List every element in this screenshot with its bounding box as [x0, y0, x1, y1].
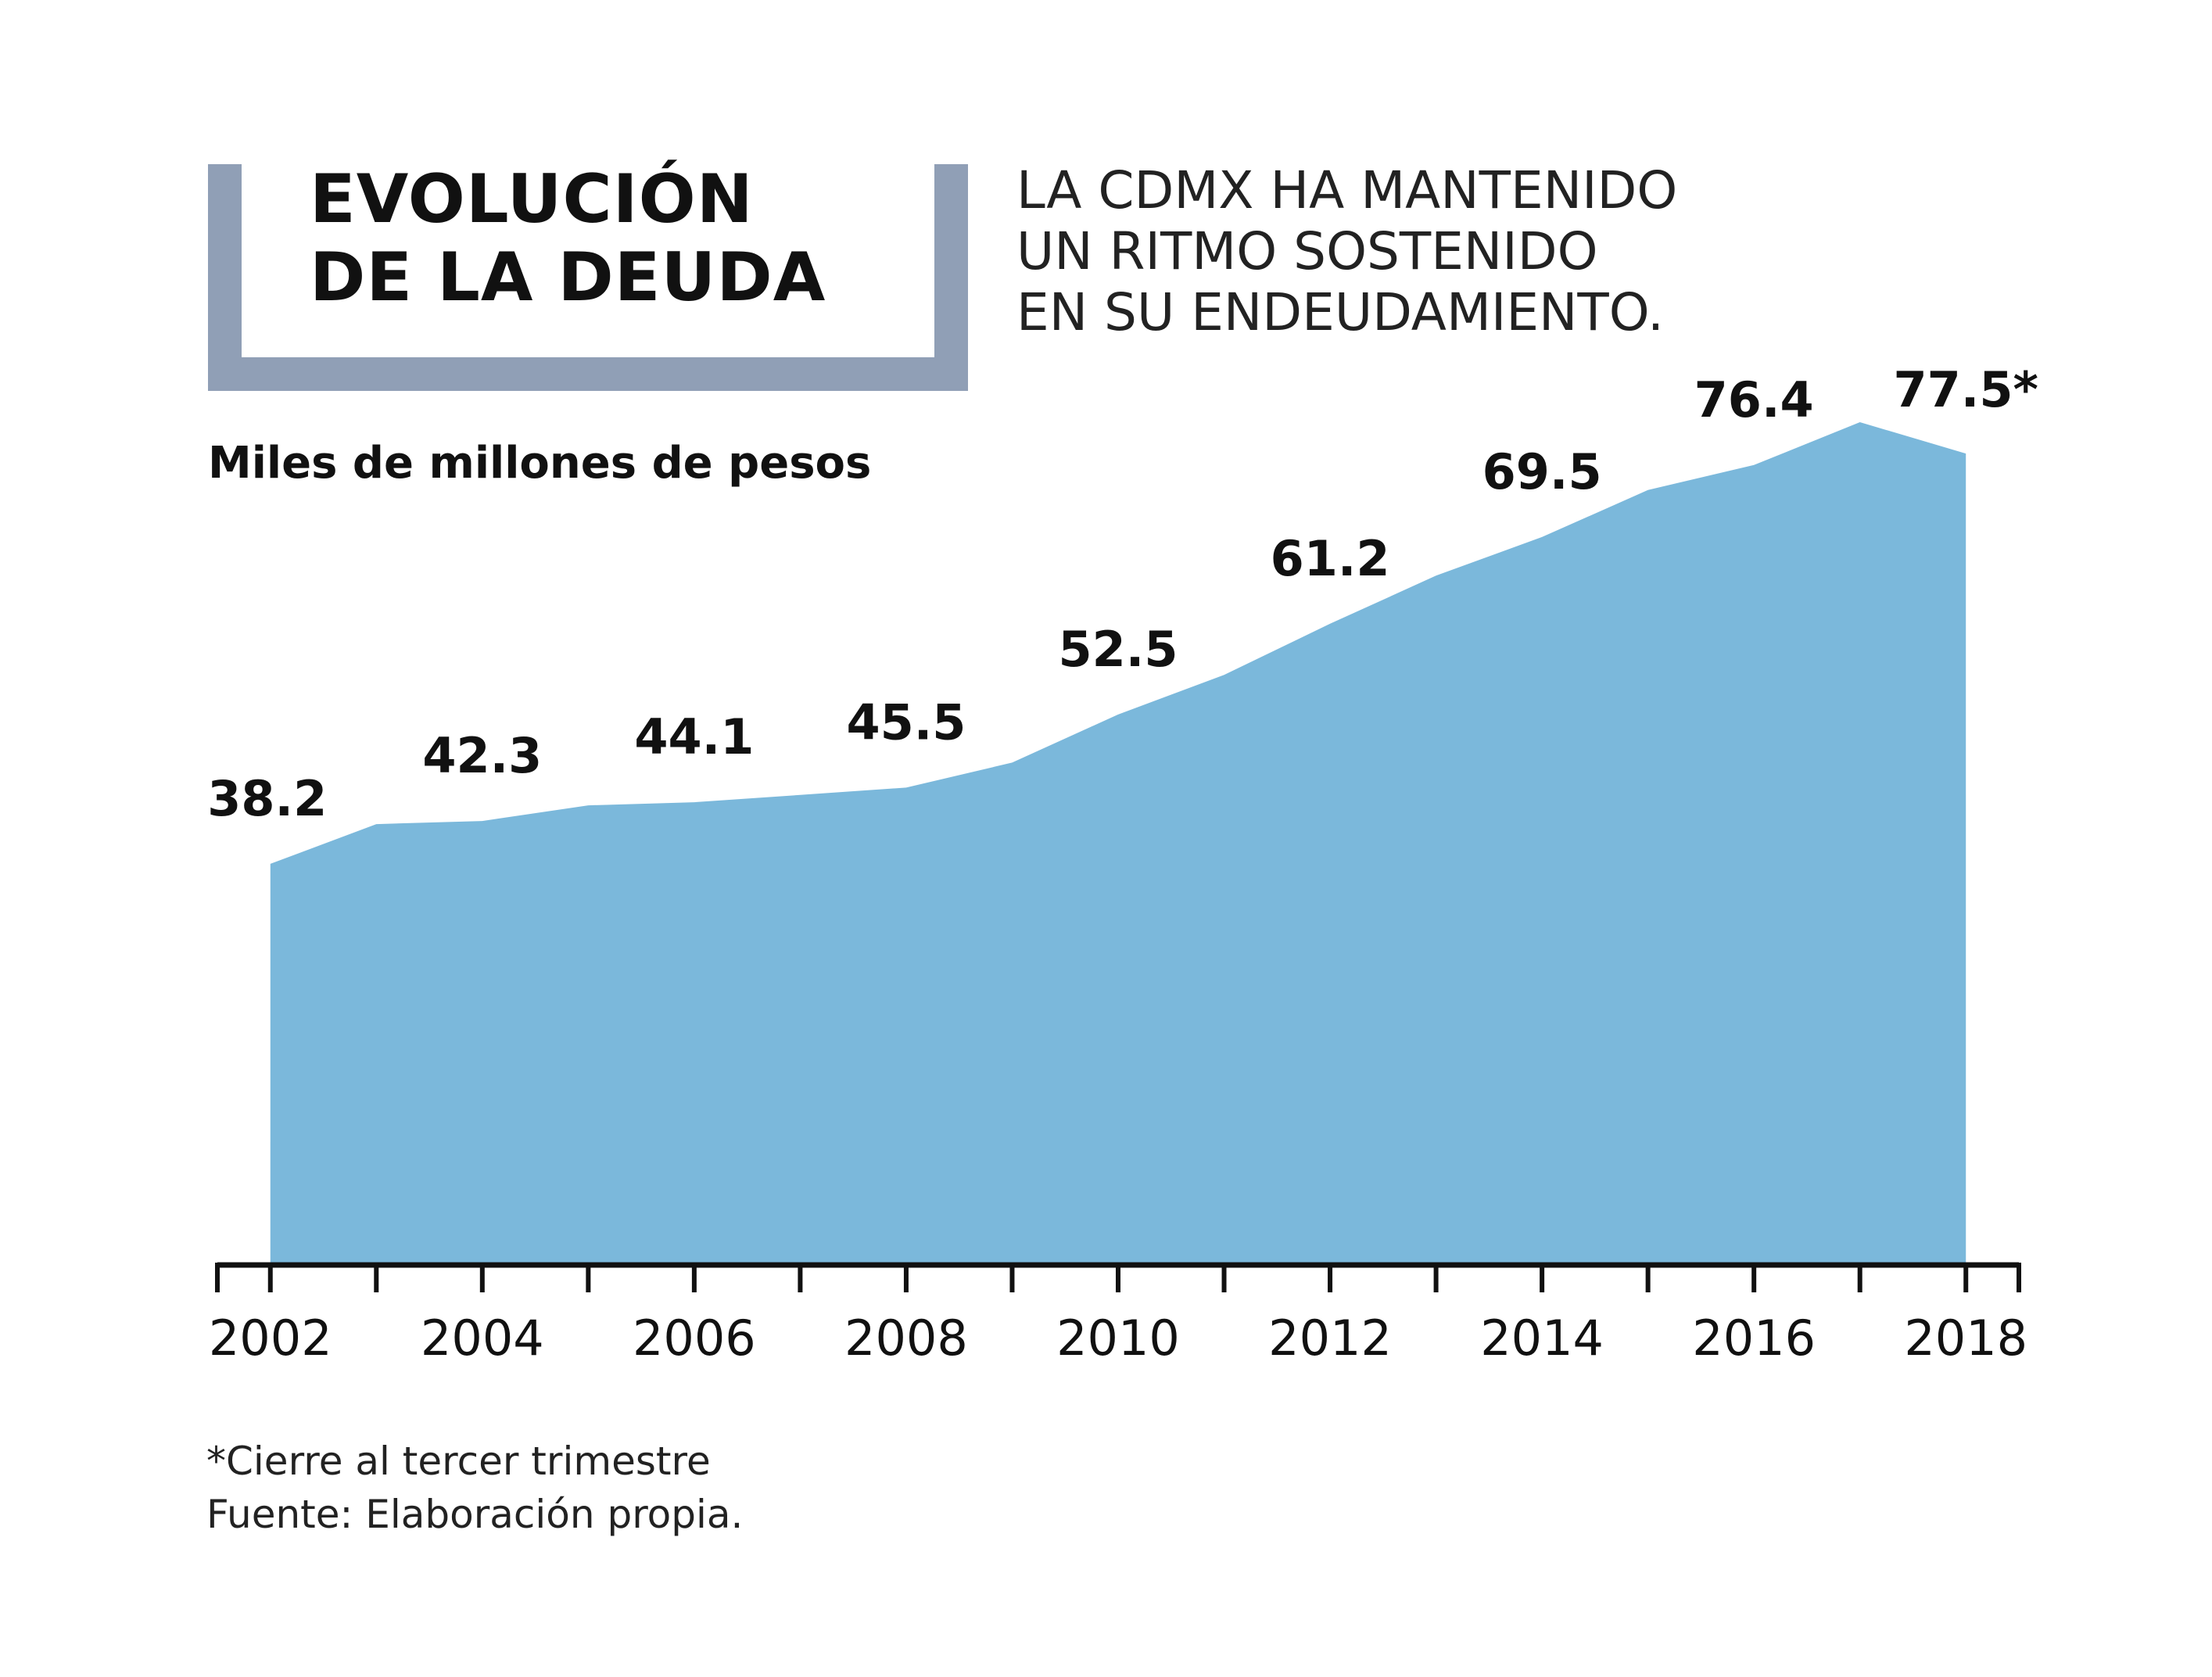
x-tick-label: 2006: [633, 1310, 756, 1367]
x-tick-label: 2018: [1904, 1310, 2027, 1367]
chart-subtitle: LA CDMX HA MANTENIDO UN RITMO SOSTENIDO …: [1016, 160, 1677, 343]
frame-right-bar: [934, 164, 968, 391]
data-label: 69.5: [1482, 443, 1602, 500]
data-label: 76.4: [1694, 371, 1814, 428]
chart-title: EVOLUCIÓN DE LA DEUDA: [310, 160, 826, 317]
x-tick-label: 2002: [209, 1310, 332, 1367]
debt-area: [270, 422, 1966, 1263]
x-tick-label: 2008: [844, 1310, 968, 1367]
data-label: 44.1: [634, 708, 754, 765]
title-line-2: DE LA DEUDA: [310, 238, 826, 317]
x-tick-label: 2014: [1480, 1310, 1604, 1367]
footnote-asterisk: *Cierre al tercer trimestre: [206, 1439, 711, 1484]
data-label: 52.5: [1059, 621, 1178, 678]
x-tick-label: 2012: [1268, 1310, 1392, 1367]
footnote-source: Fuente: Elaboración propia.: [206, 1492, 744, 1537]
data-label: 42.3: [422, 727, 542, 784]
data-label: 45.5: [846, 693, 966, 751]
frame-left-bar: [208, 164, 242, 391]
data-label: 77.5*: [1894, 361, 2038, 418]
x-tick-label: 2010: [1056, 1310, 1180, 1367]
subtitle-line-1: LA CDMX HA MANTENIDO: [1016, 160, 1678, 220]
y-axis-label: Miles de millones de pesos: [208, 438, 872, 489]
frame-bottom-bar: [208, 357, 968, 391]
x-tick-label: 2016: [1692, 1310, 1816, 1367]
subtitle-line-3: EN SU ENDEUDAMIENTO.: [1016, 282, 1664, 342]
x-axis-tick-labels: 2002 2004 2006 2008 2010 2012 2014 2016 2018: [209, 1310, 2027, 1367]
subtitle-line-2: UN RITMO SOSTENIDO: [1016, 221, 1598, 281]
title-frame: [208, 164, 968, 391]
data-label: 61.2: [1271, 530, 1390, 587]
x-tick-label: 2004: [421, 1310, 544, 1367]
title-line-1: EVOLUCIÓN: [310, 160, 754, 238]
x-axis-ticks: [215, 1263, 2021, 1292]
data-label: 38.2: [207, 770, 327, 827]
footnotes: *Cierre al tercer trimestre Fuente: Elab…: [206, 1435, 743, 1541]
data-labels: 38.2 42.3 44.1 45.5 52.5 61.2 69.5 76.4 77.5*: [207, 361, 2038, 827]
